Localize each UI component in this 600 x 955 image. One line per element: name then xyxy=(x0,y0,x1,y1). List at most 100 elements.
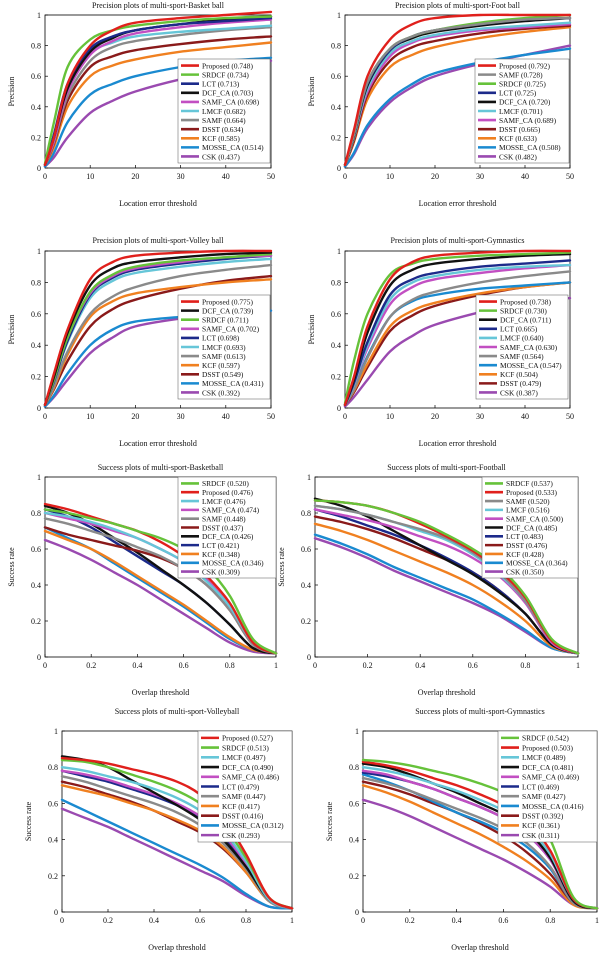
x-axis-label: Location error threshold xyxy=(119,439,197,448)
x-axis-label: Overlap threshold xyxy=(132,688,190,697)
series-line-srdcf xyxy=(313,499,580,655)
series-line-proposed xyxy=(43,10,273,167)
legend-entry: CSK (0.309) xyxy=(202,567,240,576)
y-tick-label: 0.2 xyxy=(31,373,41,382)
legend-entry: MOSSE_CA (0.364) xyxy=(506,559,568,568)
chart-title: Precision plots of multi-sport-Foot ball xyxy=(395,1,521,10)
y-tick-label: 1 xyxy=(54,727,58,736)
series-line-lmcf xyxy=(60,766,294,910)
x-tick-label: 0 xyxy=(43,412,47,421)
legend-entry: MOSSE_CA (0.416) xyxy=(522,802,584,811)
x-tick-label: 30 xyxy=(177,412,185,421)
x-tick-label: 0.2 xyxy=(103,916,113,925)
legend-entry: SAMF (0.520) xyxy=(506,497,550,506)
x-tick-label: 20 xyxy=(431,172,439,181)
series-line-srdcf xyxy=(361,758,599,910)
legend-entry: LMCF (0.516) xyxy=(506,506,550,515)
y-tick-label: 0.8 xyxy=(31,509,41,518)
legend-entry: Proposed (0.775) xyxy=(202,297,253,306)
legend-entry: CSK (0.392) xyxy=(202,388,240,397)
legend-entry: KCF (0.504) xyxy=(500,370,538,379)
legend-entry: SRDCF (0.542) xyxy=(522,734,569,743)
y-tick-label: 0 xyxy=(37,164,41,173)
series-line-csk xyxy=(43,538,278,655)
legend-entry: KCF (0.633) xyxy=(499,134,537,143)
legend-entry: SAMF_CA (0.486) xyxy=(222,773,280,782)
series-line-kcf xyxy=(313,522,580,655)
legend-entry: LMCF (0.693) xyxy=(202,343,246,352)
y-tick-label: 0.2 xyxy=(31,617,41,626)
y-tick-label: 0.8 xyxy=(48,763,58,772)
legend-entry: CSK (0.482) xyxy=(499,152,537,161)
x-tick-label: 50 xyxy=(267,172,275,181)
y-tick-label: 1 xyxy=(307,473,311,482)
x-tick-label: 30 xyxy=(177,172,185,181)
chart-title: Success plots of multi-sport-Volleyball xyxy=(115,707,240,716)
series-line-proposed xyxy=(343,249,572,407)
x-tick-label: 0.8 xyxy=(225,661,235,670)
series-line-samf xyxy=(313,504,580,655)
x-tick-label: 40 xyxy=(222,412,230,421)
x-tick-label: 0.8 xyxy=(241,916,251,925)
legend-entry: DCF_CA (0.739) xyxy=(202,306,254,315)
y-tick-label: 0.4 xyxy=(349,836,359,845)
legend-entry: LMCF (0.701) xyxy=(499,107,543,116)
x-tick-label: 10 xyxy=(386,412,394,421)
legend-entry: SAMF (0.664) xyxy=(202,116,246,125)
legend-entry: DSST (0.549) xyxy=(202,370,244,379)
series-line-dsst xyxy=(361,780,599,910)
x-tick-label: 0.6 xyxy=(498,916,508,925)
legend-entry: LMCF (0.640) xyxy=(500,334,544,343)
x-tick-label: 1 xyxy=(274,661,278,670)
legend-entry: KCF (0.585) xyxy=(202,134,240,143)
y-tick-label: 0.8 xyxy=(331,278,341,287)
legend-entry: SRDCF (0.513) xyxy=(222,743,269,752)
chart-title: Precision plots of multi-sport-Volley ba… xyxy=(93,236,225,245)
y-tick-label: 0.2 xyxy=(301,617,311,626)
x-axis-label: Overlap threshold xyxy=(148,943,206,952)
chart-title: Success plots of multi-sport-Basketball xyxy=(98,463,224,472)
series-line-dcf-ca xyxy=(361,762,599,910)
y-tick-label: 1 xyxy=(355,727,359,736)
y-tick-label: 0.6 xyxy=(48,799,58,808)
legend-entry: SRDCF (0.537) xyxy=(506,479,553,488)
legend-entry: LCT (0.421) xyxy=(202,541,240,550)
x-axis-label: Location error threshold xyxy=(419,199,497,208)
chart-panel-3: Precision plots of multi-sport-Volley ba… xyxy=(7,236,275,448)
legend-entry: Proposed (0.748) xyxy=(202,61,253,70)
y-tick-label: 0.4 xyxy=(31,581,41,590)
y-tick-label: 0 xyxy=(37,653,41,662)
legend-entry: DSST (0.634) xyxy=(202,125,244,134)
x-tick-label: 20 xyxy=(131,172,139,181)
y-tick-label: 0.8 xyxy=(331,42,341,51)
legend-entry: KCF (0.348) xyxy=(202,550,240,559)
x-tick-label: 0 xyxy=(60,916,64,925)
legend-entry: LMCF (0.682) xyxy=(202,107,246,116)
legend-entry: LCT (0.713) xyxy=(202,80,240,89)
series-line-csk xyxy=(361,798,599,910)
y-tick-label: 0.2 xyxy=(48,872,58,881)
y-tick-label: 0.6 xyxy=(331,310,341,319)
y-tick-label: 0 xyxy=(355,908,359,917)
plot-frame xyxy=(44,250,272,409)
legend-entry: DCF_CA (0.720) xyxy=(499,98,551,107)
legend-entry: DSST (0.416) xyxy=(222,811,264,820)
series-line-samf xyxy=(361,776,599,910)
y-tick-label: 0.4 xyxy=(331,103,341,112)
y-axis-label: Success rate xyxy=(7,547,16,587)
x-axis-label: Overlap threshold xyxy=(451,943,509,952)
legend-entry: DSST (0.479) xyxy=(500,379,542,388)
series-line-kcf xyxy=(43,529,278,655)
x-tick-label: 1 xyxy=(576,661,580,670)
y-tick-label: 0.6 xyxy=(349,799,359,808)
series-line-samf xyxy=(43,517,278,655)
x-tick-label: 0.2 xyxy=(363,661,373,670)
y-tick-label: 0.6 xyxy=(301,545,311,554)
x-tick-label: 0.2 xyxy=(405,916,415,925)
series-line-mosse-ca xyxy=(343,47,572,168)
y-axis-label: Precision xyxy=(7,315,16,345)
legend-entry: SRDCF (0.725) xyxy=(499,80,546,89)
legend-entry: SRDCF (0.734) xyxy=(202,70,249,79)
x-tick-label: 20 xyxy=(131,412,139,421)
